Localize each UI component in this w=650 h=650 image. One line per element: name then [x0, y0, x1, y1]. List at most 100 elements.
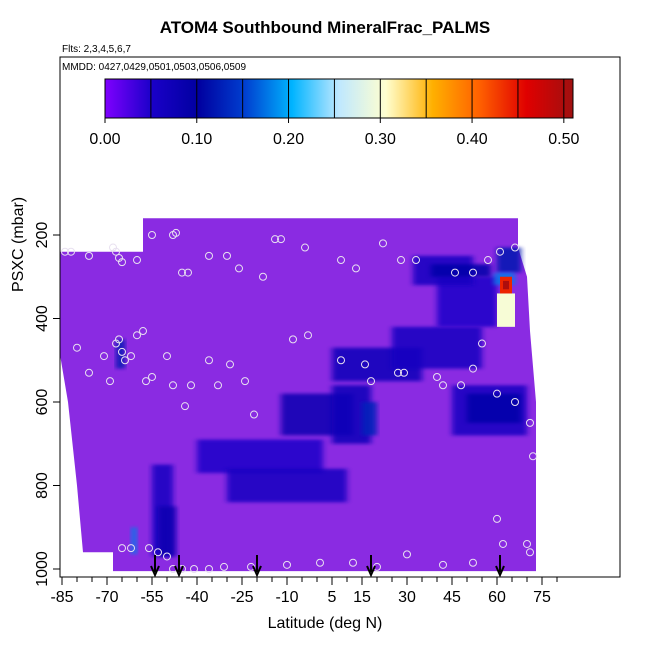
- sample-point: [226, 360, 234, 369]
- sample-point: [394, 368, 402, 377]
- sample-point: [163, 552, 171, 561]
- y-tick-label: 600: [34, 389, 51, 416]
- sample-point: [235, 264, 243, 273]
- x-tick-label: -25: [230, 589, 253, 606]
- sample-point: [67, 247, 75, 256]
- sample-point: [115, 335, 123, 344]
- sample-point: [349, 558, 357, 567]
- colorbar-tick-label: 0.00: [89, 131, 120, 148]
- heatmap-cell: [503, 280, 509, 290]
- sample-point: [379, 239, 387, 248]
- heatmap-cell: [497, 247, 521, 273]
- sample-point: [121, 356, 129, 365]
- sample-point: [127, 352, 135, 361]
- sample-point: [484, 256, 492, 265]
- profile-marker-head: [366, 565, 376, 578]
- sample-point: [205, 565, 213, 573]
- x-tick-label: -10: [275, 589, 298, 606]
- heatmap-cell: [197, 439, 323, 473]
- sample-point: [241, 377, 249, 386]
- sample-point: [469, 558, 477, 567]
- x-tick-label: 15: [353, 589, 371, 606]
- sample-point: [367, 377, 375, 386]
- sample-point: [133, 331, 141, 340]
- sample-point: [148, 372, 156, 381]
- profile-marker-head: [252, 565, 262, 578]
- sample-point: [397, 256, 405, 265]
- sample-point: [526, 418, 534, 427]
- sample-point: [400, 368, 408, 377]
- sample-point: [85, 251, 93, 260]
- sample-point: [61, 247, 69, 256]
- sample-point: [118, 544, 126, 553]
- x-tick-label: 30: [398, 589, 416, 606]
- sample-point: [127, 544, 135, 553]
- sample-point: [85, 368, 93, 377]
- sample-point: [469, 268, 477, 277]
- sample-point: [301, 243, 309, 252]
- sample-point: [337, 256, 345, 265]
- y-tick-label: 800: [34, 472, 51, 499]
- heatmap-cell: [158, 506, 176, 557]
- sample-point: [133, 256, 141, 265]
- heatmap-cell: [497, 293, 515, 327]
- sample-point: [250, 410, 258, 419]
- sample-point: [148, 231, 156, 239]
- sample-point: [247, 562, 255, 571]
- sample-point: [361, 360, 369, 369]
- sample-point: [493, 514, 501, 523]
- sample-point: [271, 235, 279, 244]
- sample-point: [469, 364, 477, 373]
- sample-point: [214, 381, 222, 390]
- sample-point: [457, 381, 465, 390]
- heatmap-cell: [227, 468, 347, 503]
- sample-point: [439, 560, 447, 569]
- colorbar-tick-label: 0.50: [548, 131, 579, 148]
- sample-point: [118, 258, 126, 267]
- x-axis: -85 -70 -55 -40 -25 -10 5 15 30 45 60 75: [50, 577, 558, 606]
- heatmap-cell: [131, 527, 137, 555]
- x-tick-label: 5: [328, 589, 337, 606]
- sample-point: [187, 381, 195, 390]
- colorbar-tick-label: 0.10: [181, 131, 212, 148]
- dates-note: MMDD: 0427,0429,0501,0503,0506,0509: [62, 62, 247, 73]
- sample-point: [172, 228, 180, 237]
- sample-point: [100, 352, 108, 361]
- profile-markers: [150, 555, 505, 578]
- sample-point: [223, 251, 231, 260]
- sample-point: [139, 327, 147, 336]
- heatmap-cell: [431, 264, 491, 277]
- sample-point: [205, 356, 213, 365]
- sample-point: [526, 548, 534, 557]
- x-tick-label: -70: [95, 589, 118, 606]
- colorbar-bar: [104, 78, 574, 119]
- sample-point: [118, 347, 126, 356]
- sample-point: [412, 256, 420, 265]
- y-tick-label: 200: [34, 222, 51, 249]
- sample-point: [478, 339, 486, 348]
- x-tick-label: -55: [140, 589, 163, 606]
- colorbar: 0.00 0.10 0.20 0.30 0.40 0.50: [89, 78, 579, 148]
- sample-point: [163, 352, 171, 361]
- sample-point: [499, 539, 507, 548]
- sample-point: [142, 377, 150, 386]
- heatmap-cell: [392, 326, 482, 369]
- heatmap-cell: [467, 393, 521, 423]
- sample-point: [181, 402, 189, 411]
- sample-point: [190, 565, 198, 573]
- sample-point: [493, 389, 501, 398]
- flights-note: Flts: 2,3,4,5,6,7: [62, 44, 131, 55]
- sample-point: [439, 381, 447, 390]
- sample-point: [511, 398, 519, 406]
- sample-points: [61, 228, 537, 573]
- sample-point: [337, 356, 345, 365]
- sample-point: [451, 268, 459, 277]
- x-tick-label: 45: [443, 589, 461, 606]
- profile-marker-head: [150, 565, 160, 578]
- sample-point: [277, 235, 285, 244]
- sample-point: [403, 550, 411, 559]
- sample-point: [106, 377, 114, 386]
- profile-marker-head: [495, 565, 505, 578]
